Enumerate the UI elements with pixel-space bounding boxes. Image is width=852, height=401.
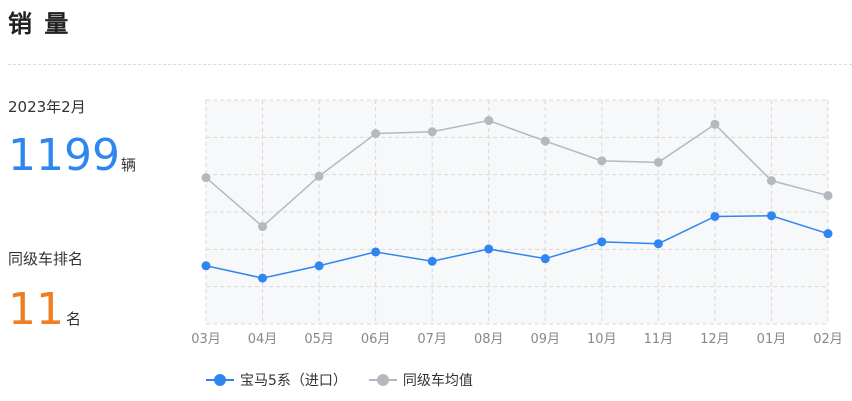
- x-tick-label: 06月: [361, 332, 391, 347]
- series-1-point: [314, 261, 324, 271]
- section-title: 销 量: [8, 10, 71, 38]
- series-1-point: [484, 244, 494, 254]
- x-tick-label: 07月: [417, 332, 447, 347]
- series-2-point: [314, 171, 324, 181]
- x-tick-label: 04月: [248, 332, 278, 347]
- legend-item-series-1[interactable]: 宝马5系（进口）: [206, 370, 347, 390]
- series-2-point: [258, 222, 268, 232]
- series-1-point: [823, 229, 833, 239]
- legend-swatch-series-1: [206, 374, 234, 386]
- series-2-point: [653, 157, 663, 167]
- series-1-point: [371, 247, 381, 257]
- series-2-point: [710, 119, 720, 129]
- rank-label: 同级车排名: [8, 250, 84, 268]
- series-1-point: [653, 239, 663, 249]
- series-2-point: [597, 156, 607, 166]
- series-line-2: [205, 119, 829, 228]
- chart-legend: 宝马5系（进口） 同级车均值: [206, 370, 473, 390]
- series-line-1: [205, 214, 829, 279]
- sales-figure: 1199辆: [8, 134, 136, 178]
- rank-unit: 名: [66, 310, 82, 328]
- legend-item-series-2[interactable]: 同级车均值: [368, 370, 473, 390]
- divider: [8, 64, 852, 65]
- x-tick-label: 01月: [757, 332, 787, 347]
- legend-label-series-2: 同级车均值: [402, 373, 473, 389]
- x-tick-label: 05月: [304, 332, 334, 347]
- x-tick-label: 03月: [191, 332, 221, 347]
- x-tick-label: 12月: [700, 332, 730, 347]
- series-1-point: [258, 273, 268, 283]
- series-2-point: [484, 116, 494, 126]
- series-1-point: [540, 254, 550, 264]
- series-1-point: [201, 261, 211, 271]
- series-2-point: [540, 136, 550, 146]
- x-tick-label: 11月: [644, 332, 674, 347]
- x-tick-label: 09月: [530, 332, 560, 347]
- series-1-point: [710, 211, 720, 221]
- legend-label-series-1: 宝马5系（进口）: [240, 373, 347, 389]
- rank-figure: 11 名: [8, 288, 81, 332]
- series-2-point: [201, 173, 211, 183]
- x-tick-label: 02月: [813, 332, 843, 347]
- rank-value: 11: [8, 284, 64, 335]
- series-2-point: [427, 127, 437, 137]
- legend-swatch-series-2: [368, 374, 397, 386]
- series-1-point: [766, 211, 776, 221]
- series-1-point: [427, 256, 437, 266]
- series-2-point: [371, 129, 381, 139]
- series-1-point: [597, 237, 607, 247]
- period-label: 2023年2月: [8, 98, 86, 116]
- x-tick-label: 10月: [587, 332, 617, 347]
- x-tick-label: 08月: [474, 332, 504, 347]
- series-2-point: [823, 191, 833, 201]
- sales-value: 1199: [8, 130, 120, 181]
- series-2-point: [766, 176, 776, 186]
- sales-unit: 辆: [120, 156, 136, 174]
